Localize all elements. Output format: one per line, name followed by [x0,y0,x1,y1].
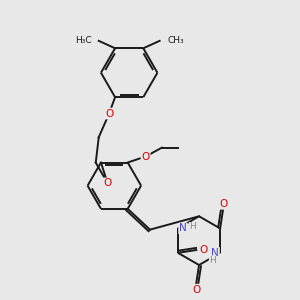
Text: O: O [141,152,150,162]
Text: CH₃: CH₃ [168,36,184,45]
Text: H: H [189,223,196,232]
Text: O: O [192,285,200,295]
Text: H₃C: H₃C [75,36,91,45]
Text: O: O [219,199,227,209]
Text: H: H [209,256,216,265]
Text: O: O [199,245,207,255]
Text: O: O [103,178,112,188]
Text: N: N [179,224,187,233]
Text: O: O [105,109,113,118]
Text: N: N [211,248,219,258]
